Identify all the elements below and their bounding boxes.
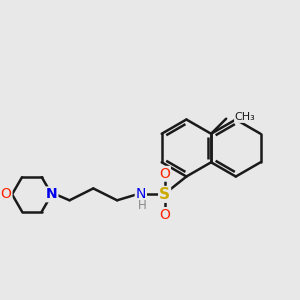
Text: CH₃: CH₃	[235, 112, 256, 122]
Text: N: N	[136, 188, 146, 201]
Text: S: S	[159, 187, 170, 202]
Text: O: O	[159, 208, 170, 222]
Text: N: N	[46, 188, 58, 201]
Text: H: H	[138, 199, 147, 212]
Text: O: O	[1, 188, 12, 201]
Text: O: O	[159, 167, 170, 181]
